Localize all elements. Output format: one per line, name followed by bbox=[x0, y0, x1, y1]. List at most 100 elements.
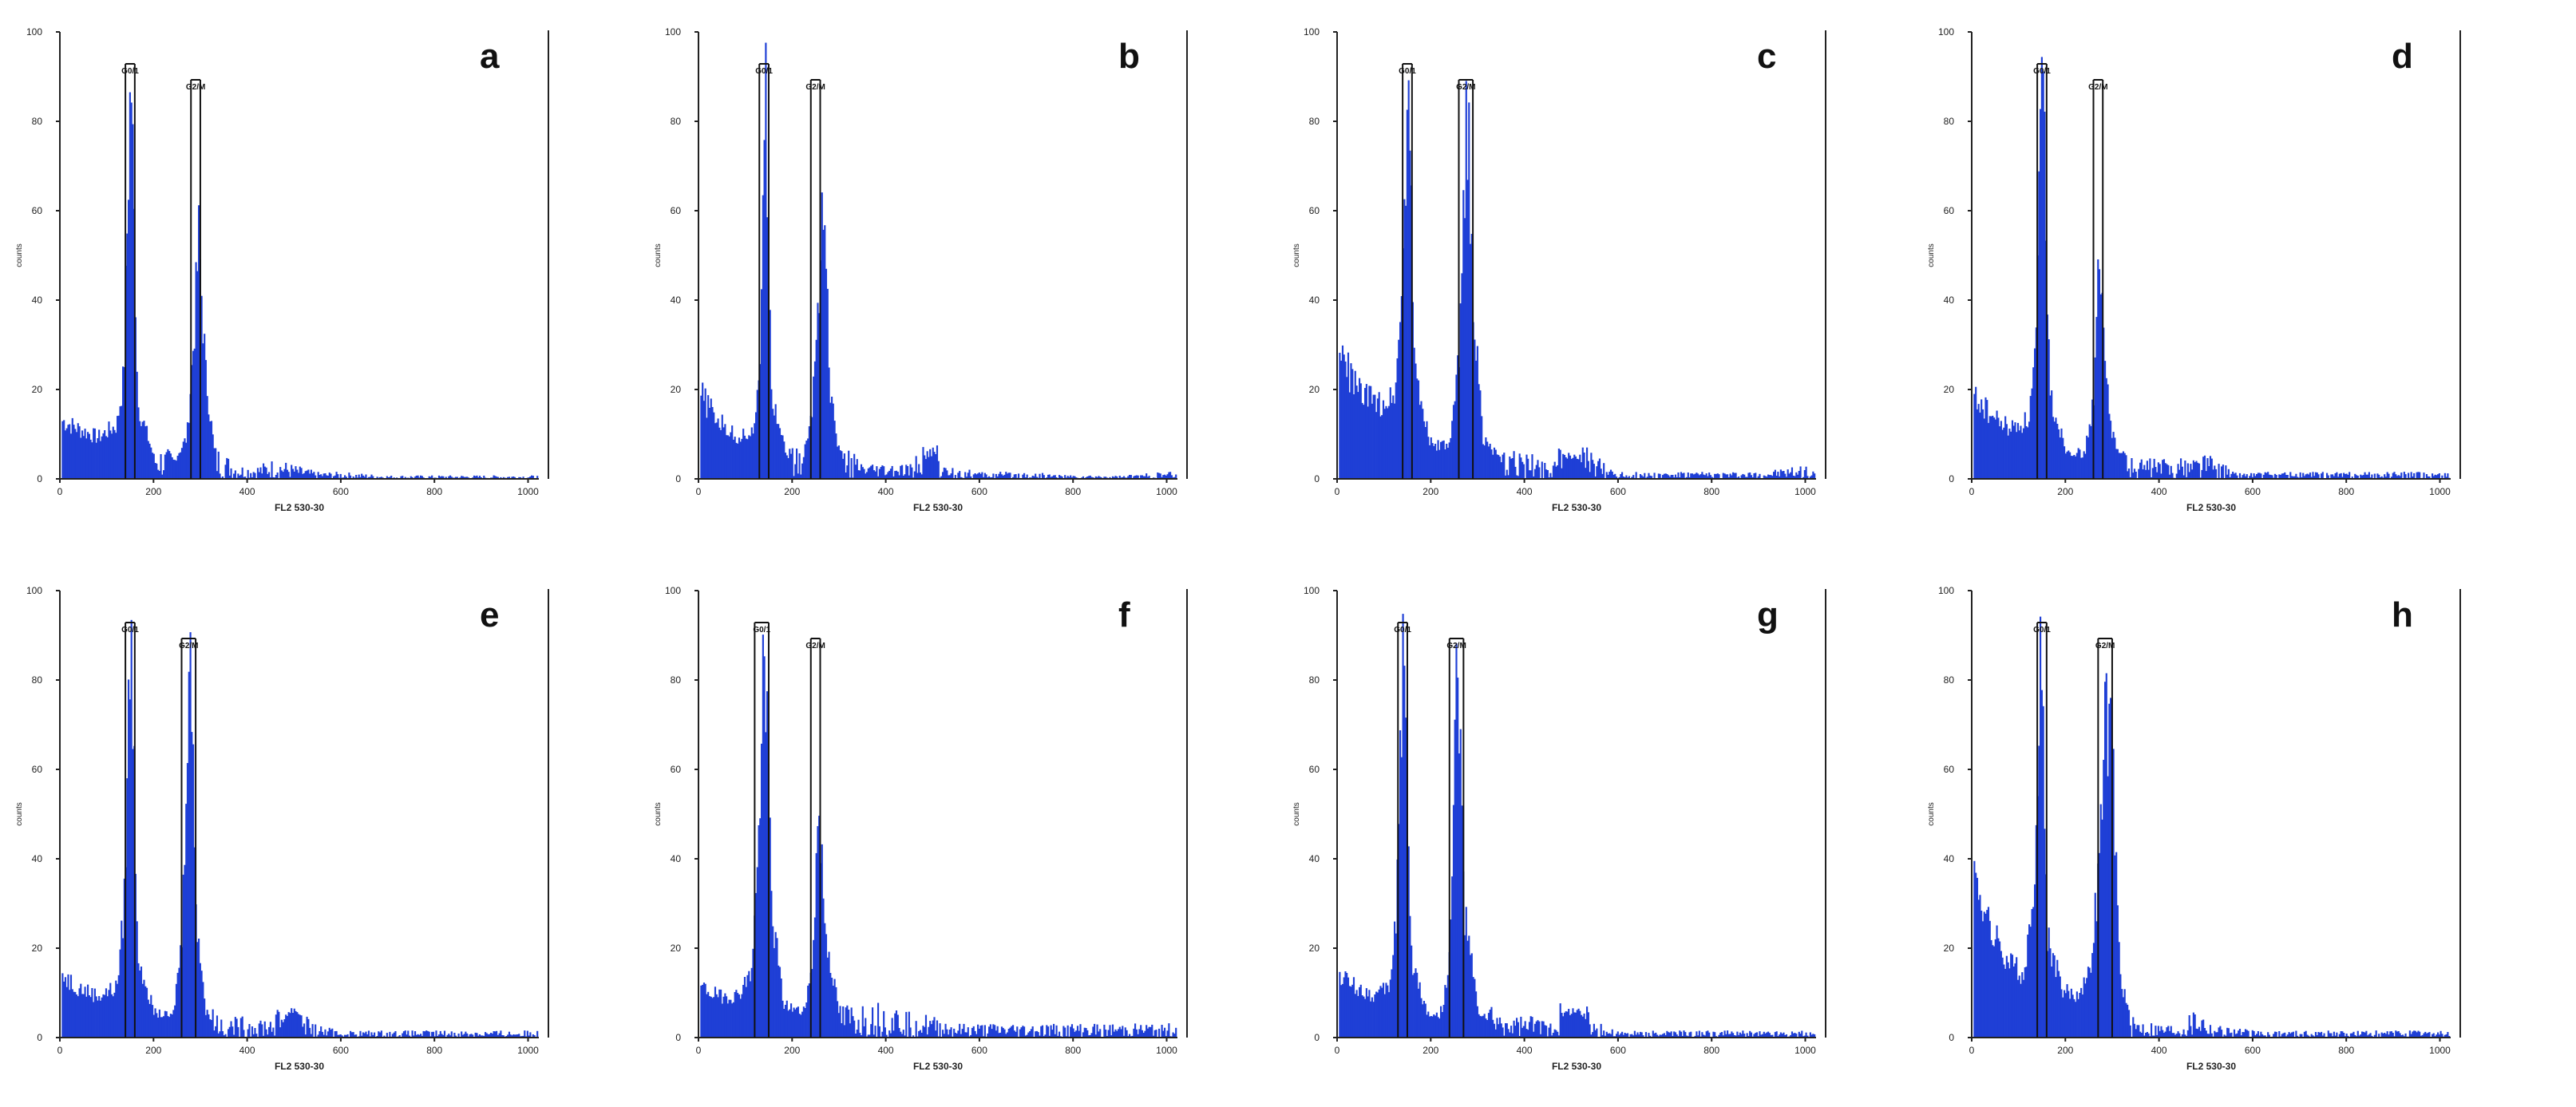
histogram-bar bbox=[1609, 1034, 1612, 1038]
x-tick-label: 0 bbox=[1969, 1045, 1975, 1056]
histogram-bar bbox=[896, 1014, 899, 1038]
histogram-bar bbox=[165, 1011, 168, 1038]
histogram-bar bbox=[1528, 1022, 1531, 1038]
histogram-bar bbox=[1442, 1005, 1445, 1038]
x-tick-label: 400 bbox=[1517, 486, 1533, 497]
histogram-bar bbox=[1624, 476, 1626, 479]
histogram-bar bbox=[700, 395, 702, 479]
histogram-bar bbox=[1162, 475, 1165, 479]
histogram-bar bbox=[69, 990, 71, 1038]
histogram-bar bbox=[1525, 454, 1528, 479]
histogram-bar bbox=[2260, 473, 2262, 479]
histogram-bar bbox=[920, 1032, 923, 1038]
histogram-bar bbox=[476, 1033, 478, 1038]
histogram-bar bbox=[184, 864, 186, 1038]
histogram-bar bbox=[1805, 466, 1807, 479]
histogram-bar bbox=[237, 473, 239, 479]
histogram-bar bbox=[533, 1035, 536, 1038]
histogram-bar bbox=[2443, 472, 2446, 479]
histogram-bar bbox=[763, 140, 766, 479]
histogram-bar bbox=[1094, 476, 1097, 479]
histogram-bar bbox=[1096, 476, 1098, 479]
histogram-bar bbox=[883, 1010, 885, 1038]
histogram-bar bbox=[1581, 462, 1583, 479]
histogram-bar bbox=[216, 1015, 219, 1038]
histogram-bar bbox=[1809, 476, 1811, 479]
histogram-bar bbox=[456, 476, 458, 479]
histogram-bar bbox=[1589, 1024, 1591, 1038]
histogram-bar bbox=[2194, 1014, 2196, 1038]
histogram-bar bbox=[773, 947, 775, 1038]
histogram-bar bbox=[126, 233, 129, 479]
gate-marker-label: G2/M bbox=[1456, 83, 1475, 92]
histogram-bar bbox=[1533, 476, 1535, 479]
histogram-bar bbox=[1462, 190, 1465, 479]
histogram-bar bbox=[2286, 475, 2289, 479]
histogram-bar bbox=[1509, 1032, 1511, 1038]
histogram-bar bbox=[1448, 442, 1450, 479]
gate-marker-label: G2/M bbox=[805, 642, 825, 650]
histogram-bar bbox=[2064, 453, 2067, 479]
histogram-bar bbox=[772, 926, 774, 1038]
histogram-bar bbox=[2020, 983, 2022, 1038]
histogram-bar bbox=[2273, 1034, 2275, 1038]
histogram-bar bbox=[311, 1024, 314, 1038]
histogram-bar bbox=[276, 1010, 279, 1038]
histogram-bar bbox=[158, 1009, 160, 1038]
histogram-bar bbox=[1708, 1032, 1711, 1038]
histogram-bar bbox=[1649, 1035, 1652, 1038]
histogram-bar bbox=[977, 473, 979, 479]
histogram-bar bbox=[402, 1031, 406, 1038]
histogram-bar bbox=[726, 1003, 729, 1038]
histogram-bar bbox=[1552, 1033, 1554, 1038]
gate-marker-label: G2/M bbox=[186, 83, 205, 92]
histogram-bar bbox=[1690, 1031, 1692, 1038]
histogram-bar bbox=[2156, 1034, 2159, 1038]
histogram-bar bbox=[1686, 1035, 1688, 1038]
histogram-bar bbox=[741, 438, 743, 479]
histogram-bar bbox=[2080, 457, 2083, 479]
histogram-bar bbox=[2133, 468, 2136, 479]
histogram-bar bbox=[287, 1012, 290, 1038]
histogram-bar bbox=[1568, 1009, 1570, 1038]
histogram-bar bbox=[2404, 474, 2407, 479]
histogram-bar bbox=[1494, 449, 1497, 479]
histogram-bar bbox=[935, 1030, 937, 1038]
histogram-bar bbox=[1426, 421, 1428, 479]
histogram-bar bbox=[1709, 475, 1712, 479]
histogram-bar bbox=[185, 804, 188, 1038]
histogram-bar bbox=[1348, 392, 1351, 479]
histogram-bar bbox=[1375, 991, 1378, 1038]
histogram-bar bbox=[1463, 935, 1466, 1038]
histogram-bar bbox=[359, 1030, 362, 1038]
histogram-bar bbox=[2355, 475, 2358, 479]
histogram-bar bbox=[1507, 1029, 1510, 1038]
histogram-bar bbox=[485, 1033, 488, 1038]
histogram-bar bbox=[1451, 876, 1454, 1038]
y-tick-label: 80 bbox=[1309, 674, 1320, 686]
x-tick-label: 800 bbox=[2338, 486, 2354, 497]
histogram-bar bbox=[390, 476, 393, 479]
histogram-bar bbox=[453, 1033, 456, 1038]
histogram-bar bbox=[2206, 1034, 2209, 1038]
histogram-bar bbox=[176, 456, 179, 479]
x-tick-label: 200 bbox=[145, 486, 161, 497]
histogram-bar bbox=[926, 1034, 928, 1038]
histogram-bar bbox=[69, 424, 71, 479]
histogram-bar bbox=[1510, 458, 1513, 479]
histogram-bar bbox=[189, 632, 192, 1038]
histogram-bar bbox=[2221, 466, 2223, 479]
histogram-bar bbox=[761, 743, 763, 1038]
histogram-bar bbox=[75, 994, 78, 1038]
histogram-bar bbox=[221, 1031, 224, 1038]
y-tick-label: 0 bbox=[37, 473, 42, 484]
histogram-bar bbox=[424, 1031, 426, 1038]
histogram-bar bbox=[963, 1023, 965, 1038]
histogram-bar bbox=[2101, 819, 2103, 1038]
histogram-bar bbox=[152, 453, 154, 479]
histogram-bar bbox=[117, 975, 120, 1038]
histogram-bar bbox=[1455, 374, 1458, 479]
histogram-bar bbox=[1522, 464, 1525, 479]
histogram-bar bbox=[1729, 1034, 1731, 1038]
histogram-bar bbox=[1766, 1032, 1768, 1038]
